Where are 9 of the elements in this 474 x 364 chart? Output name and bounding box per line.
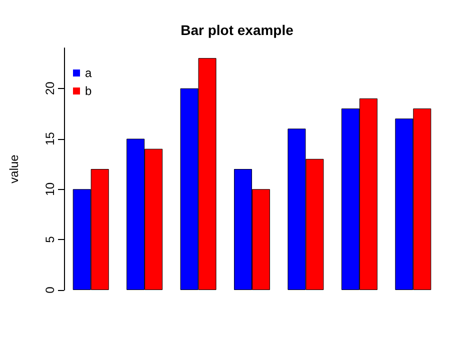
y-tick-label: 20 — [43, 81, 57, 96]
chart-title: Bar plot example — [180, 22, 294, 38]
legend-label: a — [85, 66, 92, 80]
y-tick-label: 15 — [43, 132, 57, 146]
y-tick-label: 10 — [43, 182, 57, 196]
y-axis-title: value — [7, 154, 21, 184]
y-tick-label: 5 — [43, 236, 57, 243]
legend-label: b — [85, 84, 92, 98]
y-tick-label: 0 — [43, 286, 57, 294]
